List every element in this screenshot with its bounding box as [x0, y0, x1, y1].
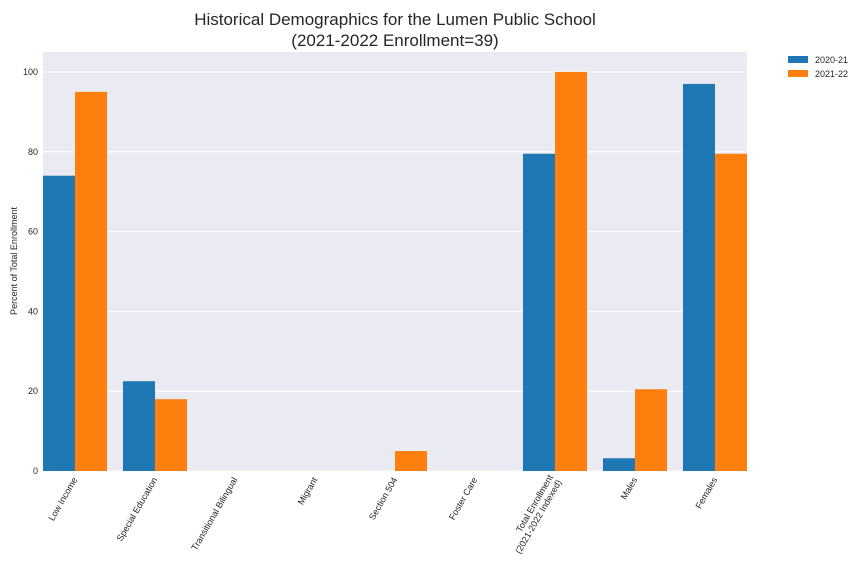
legend-label: 2020-21 — [815, 55, 848, 65]
y-tick-label: 20 — [28, 386, 38, 396]
bar-2020-21-0 — [43, 175, 75, 471]
x-tick-label-group: Transitional Bilingual — [189, 476, 239, 553]
x-tick-label: Foster Care — [447, 476, 479, 522]
bar-2020-21-7 — [603, 458, 635, 471]
y-tick-label: 60 — [28, 227, 38, 237]
x-tick-label-group: Foster Care — [447, 476, 479, 522]
y-tick-label: 80 — [28, 147, 38, 157]
bar-2021-22-1 — [155, 399, 187, 471]
x-tick-label: Males — [619, 475, 640, 501]
bar-2021-22-0 — [75, 91, 107, 472]
y-tick-label: 0 — [33, 466, 38, 476]
x-tick-label: Low Income — [46, 476, 79, 523]
x-tick-label-group: Males — [619, 475, 640, 501]
x-tick-label-group: Migrant — [296, 475, 320, 506]
legend-label: 2021-22 — [815, 69, 848, 79]
x-tick-label: Transitional Bilingual — [189, 476, 239, 553]
y-axis-label: Percent of Total Enrollment — [9, 207, 19, 315]
x-tick-label: Special Education — [115, 476, 160, 543]
bars — [43, 71, 747, 472]
chart-title-line-2: (2021-2022 Enrollment=39) — [291, 31, 498, 50]
x-tick-label: Females — [693, 475, 719, 510]
x-tick-label-group: Low Income — [46, 476, 79, 523]
y-tick-label: 100 — [23, 67, 38, 77]
bar-2020-21-8 — [683, 83, 715, 471]
x-tick-label-group: Section 504 — [367, 476, 399, 522]
bar-2021-22-7 — [635, 389, 667, 471]
chart-title-line-1: Historical Demographics for the Lumen Pu… — [194, 10, 596, 29]
legend-swatch — [788, 70, 808, 77]
bar-2021-22-8 — [715, 153, 747, 471]
x-tick-label-group: Females — [693, 475, 719, 510]
bar-2021-22-6 — [555, 71, 587, 471]
y-tick-label: 40 — [28, 306, 38, 316]
bar-2020-21-6 — [523, 153, 555, 471]
x-tick-label-group: Total Enrollment(2021-2022 Indexed) — [513, 473, 563, 556]
legend: 2020-21 2021-22 — [788, 55, 848, 79]
x-tick-label-group: Special Education — [115, 476, 160, 543]
legend-swatch — [788, 56, 808, 63]
y-tick-labels: 0 20 40 60 80 100 — [23, 67, 38, 476]
x-tick-label: Section 504 — [367, 476, 399, 522]
bar-2020-21-1 — [123, 381, 155, 471]
bar-2021-22-4 — [395, 451, 427, 471]
x-tick-label: Migrant — [296, 475, 320, 506]
x-tick-labels: Low Income Special Education Transitional … — [46, 473, 719, 556]
